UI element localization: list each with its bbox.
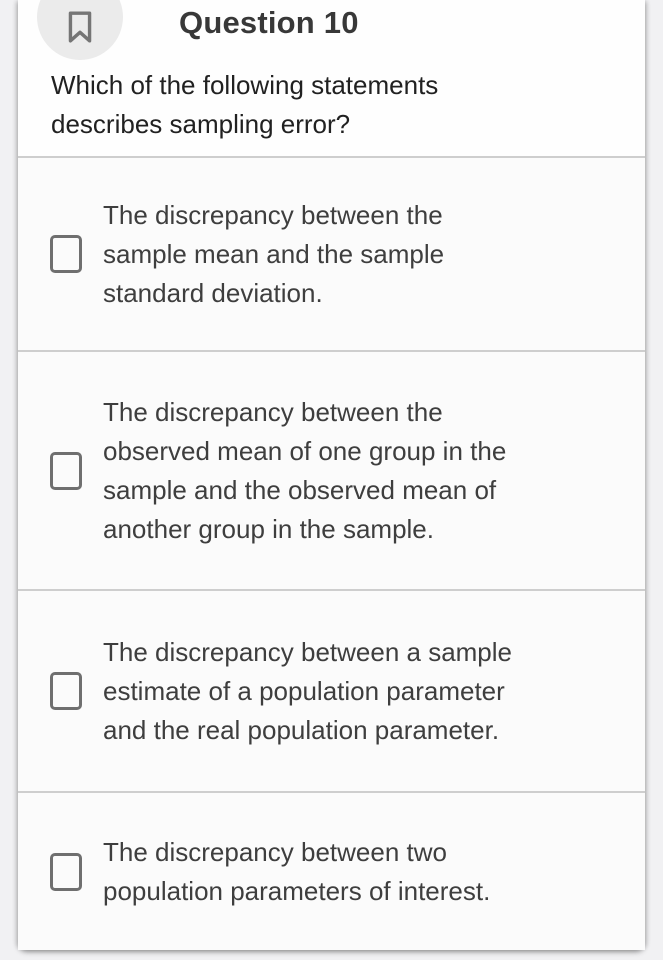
answer-option-label: The discrepancy between a sample estimat… [103,636,513,745]
answer-option-label: The discrepancy between the sample mean … [103,199,445,308]
answer-option-label: The discrepancy between two population p… [103,836,491,906]
answer-option-label: The discrepancy between the observed mea… [103,396,507,544]
divider [18,156,645,158]
checkbox-unchecked-icon[interactable] [50,672,82,710]
answer-option-2[interactable]: The discrepancy between the observed mea… [18,352,645,589]
question-text: Which of the following statements descri… [51,70,439,139]
checkbox-unchecked-icon[interactable] [50,451,82,490]
bookmark-button[interactable] [37,0,123,60]
question-title: Question 10 [179,5,359,40]
question-card: Question 10 Which of the following state… [18,0,645,950]
answer-option-1[interactable]: The discrepancy between the sample mean … [18,158,645,350]
bookmark-icon [65,10,95,44]
checkbox-unchecked-icon[interactable] [50,235,82,273]
divider [18,350,645,352]
question-header: Question 10 Which of the following state… [18,0,645,156]
divider [18,791,645,793]
checkbox-unchecked-icon[interactable] [50,852,82,891]
answer-option-4[interactable]: The discrepancy between two population p… [18,793,645,950]
divider [18,589,645,591]
answer-option-3[interactable]: The discrepancy between a sample estimat… [18,591,645,791]
